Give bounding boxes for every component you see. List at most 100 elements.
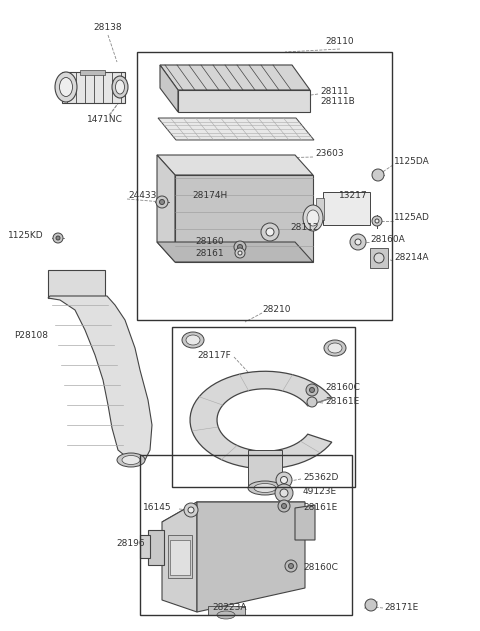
Circle shape — [278, 500, 290, 512]
Text: 28161E: 28161E — [325, 396, 359, 406]
Text: 28161E: 28161E — [303, 502, 337, 512]
Ellipse shape — [328, 343, 342, 353]
Polygon shape — [175, 175, 313, 262]
Text: 28160A: 28160A — [370, 235, 405, 244]
Polygon shape — [190, 371, 332, 469]
Text: 1125DA: 1125DA — [394, 158, 430, 167]
Ellipse shape — [324, 340, 346, 356]
Bar — [140, 455, 352, 615]
Circle shape — [266, 228, 274, 236]
Circle shape — [238, 251, 242, 255]
Circle shape — [372, 169, 384, 181]
Circle shape — [375, 219, 379, 223]
Text: P28108: P28108 — [14, 331, 48, 339]
Ellipse shape — [116, 80, 124, 94]
Polygon shape — [162, 502, 305, 522]
Polygon shape — [160, 65, 310, 90]
Circle shape — [188, 507, 194, 513]
Polygon shape — [160, 65, 178, 112]
Circle shape — [234, 241, 246, 253]
Ellipse shape — [117, 453, 145, 467]
Ellipse shape — [307, 210, 319, 226]
Ellipse shape — [217, 611, 235, 619]
Polygon shape — [178, 90, 310, 112]
Circle shape — [235, 248, 245, 258]
Polygon shape — [48, 270, 105, 298]
Polygon shape — [295, 505, 315, 540]
Polygon shape — [157, 155, 175, 262]
Circle shape — [310, 387, 314, 392]
Ellipse shape — [112, 76, 128, 98]
Circle shape — [350, 234, 366, 250]
Ellipse shape — [182, 332, 204, 348]
Circle shape — [285, 560, 297, 572]
Polygon shape — [370, 248, 388, 268]
Text: 28223A: 28223A — [212, 603, 247, 613]
Text: 28111: 28111 — [320, 86, 348, 95]
Ellipse shape — [254, 483, 276, 493]
Polygon shape — [158, 118, 314, 140]
Circle shape — [288, 563, 293, 569]
Circle shape — [280, 476, 288, 483]
Text: 28171E: 28171E — [384, 603, 418, 611]
Circle shape — [238, 244, 242, 249]
Circle shape — [365, 599, 377, 611]
Text: 24433: 24433 — [128, 191, 156, 201]
Polygon shape — [48, 296, 152, 460]
Text: 25362D: 25362D — [303, 473, 338, 481]
Text: 28160C: 28160C — [325, 384, 360, 392]
Polygon shape — [323, 192, 370, 225]
Circle shape — [280, 489, 288, 497]
Text: 28111B: 28111B — [320, 98, 355, 107]
Text: 28210: 28210 — [262, 305, 290, 314]
Text: 28160: 28160 — [195, 237, 224, 245]
Circle shape — [307, 397, 317, 407]
Circle shape — [276, 472, 292, 488]
Text: 1125KD: 1125KD — [8, 232, 44, 240]
Circle shape — [156, 196, 168, 208]
Ellipse shape — [55, 72, 77, 102]
Ellipse shape — [186, 335, 200, 345]
Circle shape — [56, 236, 60, 240]
Text: 28174H: 28174H — [192, 191, 227, 201]
Circle shape — [53, 233, 63, 243]
Polygon shape — [168, 535, 192, 578]
Ellipse shape — [303, 205, 323, 231]
Polygon shape — [197, 502, 305, 612]
Polygon shape — [140, 535, 150, 558]
Circle shape — [372, 216, 382, 226]
Text: 28161: 28161 — [195, 249, 224, 259]
Circle shape — [355, 239, 361, 245]
Ellipse shape — [60, 78, 72, 97]
Circle shape — [306, 384, 318, 396]
Text: 28138: 28138 — [94, 23, 122, 33]
Text: 1125AD: 1125AD — [394, 213, 430, 223]
Text: 28117F: 28117F — [197, 350, 231, 360]
Circle shape — [261, 223, 279, 241]
Text: 1471NC: 1471NC — [87, 115, 123, 124]
Text: 28196: 28196 — [116, 540, 144, 548]
Text: 28112: 28112 — [290, 223, 319, 232]
Text: 28110: 28110 — [326, 37, 354, 47]
Polygon shape — [80, 70, 105, 75]
Bar — [172, 327, 355, 487]
Polygon shape — [316, 198, 324, 220]
Text: 28160C: 28160C — [303, 563, 338, 572]
Polygon shape — [157, 155, 313, 175]
Circle shape — [159, 199, 165, 204]
Circle shape — [275, 484, 293, 502]
Ellipse shape — [122, 456, 140, 464]
Text: 49123E: 49123E — [303, 488, 337, 497]
Polygon shape — [248, 450, 282, 488]
Circle shape — [184, 503, 198, 517]
Polygon shape — [160, 65, 292, 82]
Text: 23603: 23603 — [315, 148, 344, 158]
Polygon shape — [148, 530, 164, 565]
Text: 28214A: 28214A — [394, 254, 429, 262]
Polygon shape — [208, 606, 245, 615]
Circle shape — [281, 504, 287, 509]
Polygon shape — [170, 540, 190, 575]
Circle shape — [374, 253, 384, 263]
Polygon shape — [62, 72, 125, 103]
Ellipse shape — [248, 481, 282, 495]
